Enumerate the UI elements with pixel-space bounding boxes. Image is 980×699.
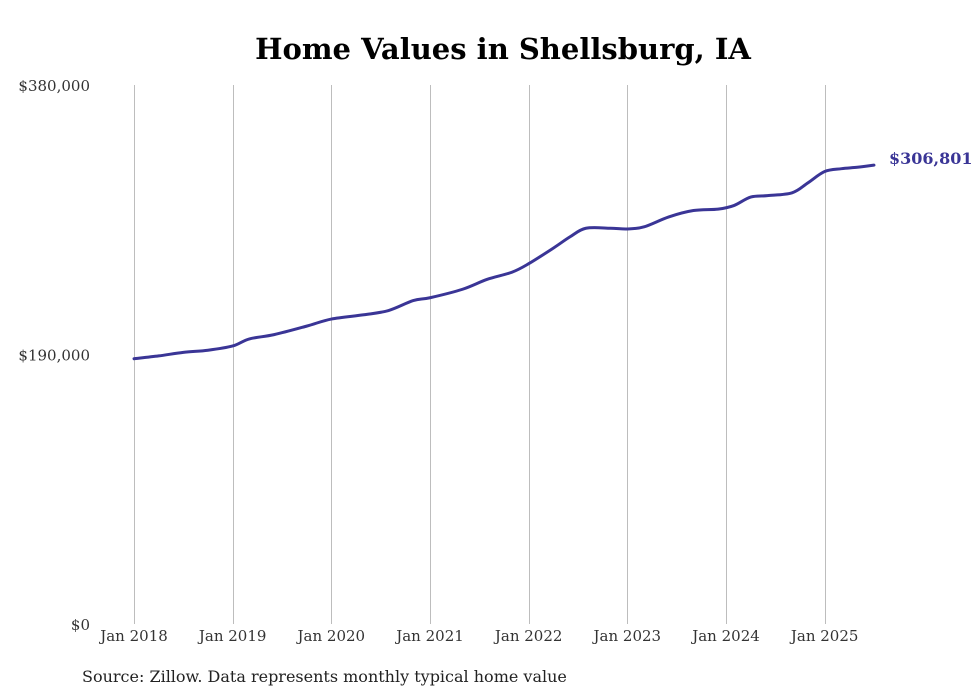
x-tick-label: Jan 2023 xyxy=(592,627,662,645)
series-line xyxy=(132,163,876,361)
x-tick-label: Jan 2019 xyxy=(197,627,267,645)
source-note: Source: Zillow. Data represents monthly … xyxy=(82,667,567,686)
series-layer xyxy=(132,163,876,361)
y-axis-tick-labels: $0 $190,000 $380,000 xyxy=(18,77,90,634)
end-label-layer: $306,801 xyxy=(889,149,973,168)
x-axis-tick-labels: Jan 2018 Jan 2019 Jan 2020 Jan 2021 Jan 2022… xyxy=(98,627,858,645)
x-tick-label: Jan 2022 xyxy=(493,627,563,645)
x-tick-label: Jan 2021 xyxy=(394,627,464,645)
vertical-gridlines xyxy=(134,85,826,624)
chart-title: Home Values in Shellsburg, IA xyxy=(255,32,751,66)
x-tick-label: Jan 2025 xyxy=(789,627,859,645)
y-tick-label: $380,000 xyxy=(18,77,90,95)
x-tick-label: Jan 2018 xyxy=(98,627,168,645)
end-value-label: $306,801 xyxy=(889,149,973,168)
y-tick-label: $0 xyxy=(71,616,90,634)
x-tick-label: Jan 2024 xyxy=(690,627,760,645)
x-tick-label: Jan 2020 xyxy=(296,627,366,645)
y-tick-label: $190,000 xyxy=(18,347,90,365)
